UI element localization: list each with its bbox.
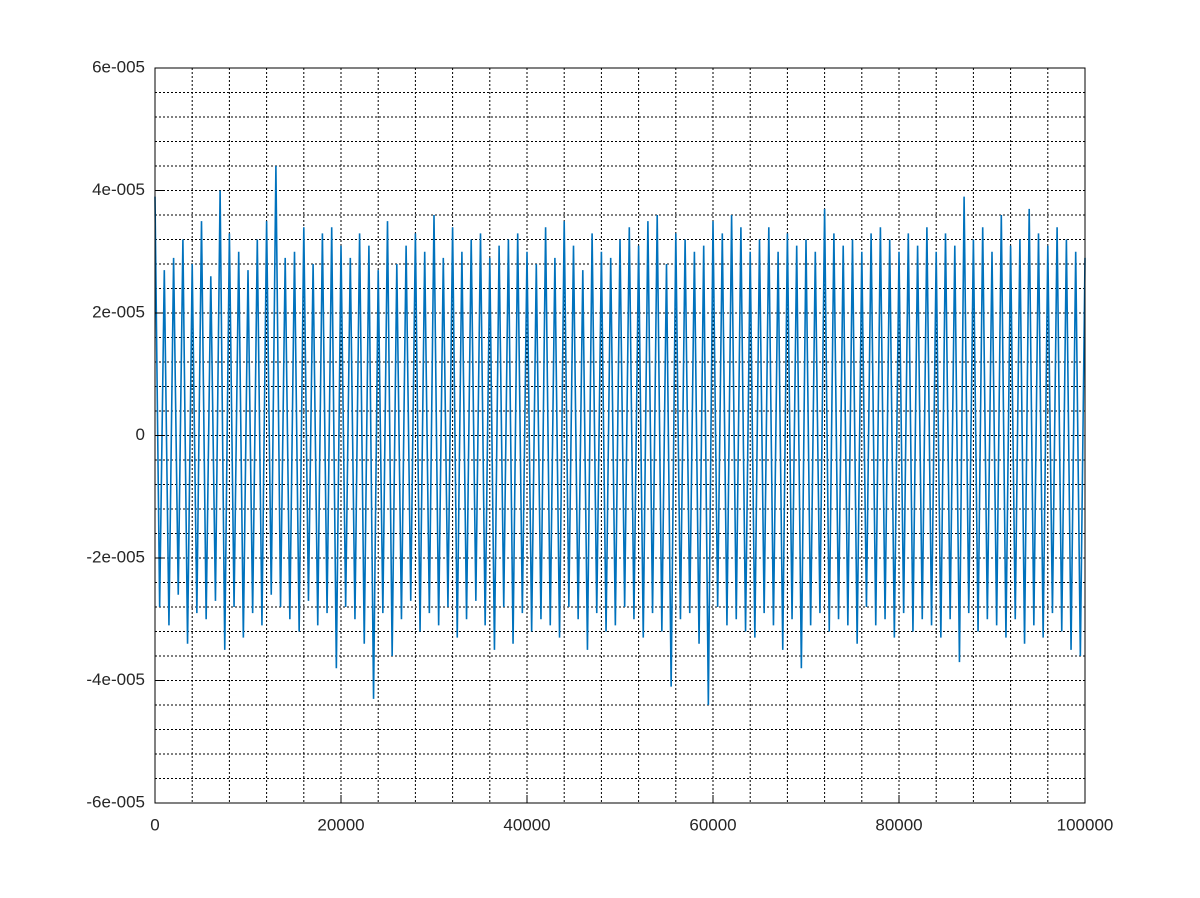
y-tick-label: -4e-005 — [86, 670, 145, 689]
x-tick-label: 100000 — [1057, 815, 1114, 834]
x-tick-label: 40000 — [503, 815, 550, 834]
y-tick-label: 0 — [136, 425, 145, 444]
x-tick-label: 20000 — [317, 815, 364, 834]
y-tick-label: 4e-005 — [92, 180, 145, 199]
y-tick-label: 2e-005 — [92, 302, 145, 321]
x-tick-label: 0 — [150, 815, 159, 834]
x-tick-label: 60000 — [689, 815, 736, 834]
y-tick-label: -2e-005 — [86, 547, 145, 566]
signal-line — [154, 165, 1086, 706]
y-tick-label: 6e-005 — [92, 57, 145, 76]
x-tick-label: 80000 — [875, 815, 922, 834]
y-tick-label: -6e-005 — [86, 792, 145, 811]
